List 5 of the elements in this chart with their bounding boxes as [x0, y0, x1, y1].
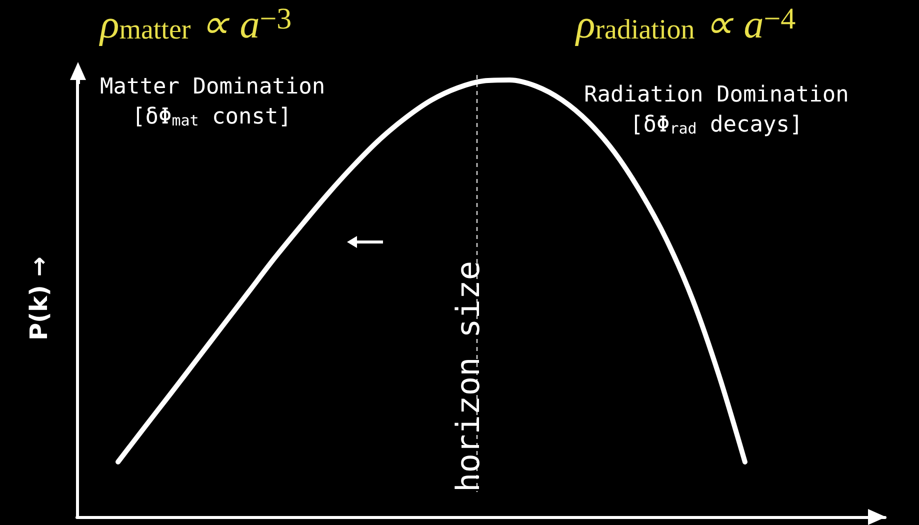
- annotation: [δΦmat const]: [132, 104, 292, 130]
- annotation: Radiation Domination: [584, 82, 849, 108]
- annotation: [δΦrad decays]: [630, 112, 803, 138]
- annotation: Matter Domination: [100, 74, 326, 100]
- y-axis-title: P(k) →: [25, 256, 53, 340]
